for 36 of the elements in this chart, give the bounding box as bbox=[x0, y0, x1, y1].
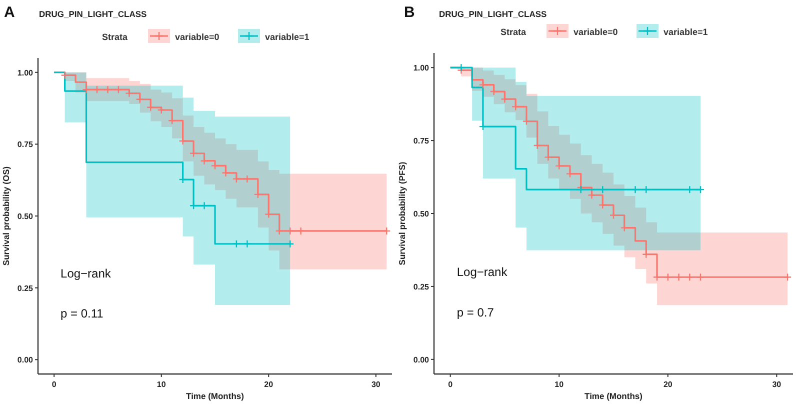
y-axis-title: Survival probability (OS) bbox=[1, 166, 11, 266]
y-tick-label: 0.50 bbox=[413, 210, 430, 218]
x-tick-label: 10 bbox=[554, 380, 564, 389]
y-tick-label: 0.50 bbox=[17, 212, 34, 221]
y-tick-label: 0.00 bbox=[413, 355, 430, 364]
legend-title: Strata bbox=[102, 32, 129, 42]
chart-title: DRUG_PIN_LIGHT_CLASS bbox=[439, 9, 548, 19]
x-tick-label: 30 bbox=[371, 380, 381, 389]
x-tick-label: 0 bbox=[448, 380, 454, 389]
legend-label: variable=1 bbox=[265, 32, 310, 42]
y-tick-label: 0.25 bbox=[17, 284, 34, 293]
y-tick-label: 0.25 bbox=[413, 282, 430, 292]
y-tick-label: 1.00 bbox=[413, 64, 430, 73]
annotation: p = 0.11 bbox=[60, 306, 104, 321]
annotation: Log−rank bbox=[60, 266, 112, 280]
text: B bbox=[404, 4, 415, 21]
legend-label: variable=1 bbox=[664, 27, 708, 37]
x-tick-label: 20 bbox=[663, 380, 673, 389]
y-tick-label: 0.00 bbox=[17, 356, 34, 365]
x-tick-label: 20 bbox=[264, 380, 274, 389]
y-tick-label: 0.75 bbox=[17, 140, 34, 150]
x-axis-title: Time (Months) bbox=[186, 391, 244, 401]
annotation: Log−rank bbox=[456, 264, 508, 279]
y-axis-title: Survival probability (PFS) bbox=[397, 162, 407, 266]
y-tick-label: 0.75 bbox=[413, 136, 430, 146]
legend-label: variable=0 bbox=[175, 32, 220, 42]
legend-title: Strata bbox=[500, 27, 528, 37]
annotation: p = 0.7 bbox=[456, 306, 494, 320]
legend-label: variable=0 bbox=[574, 27, 618, 37]
text: A bbox=[4, 4, 15, 21]
y-tick-label: 1.00 bbox=[17, 68, 34, 78]
x-axis-title: Time (Months) bbox=[584, 391, 643, 401]
x-tick-label: 30 bbox=[772, 380, 782, 389]
x-tick-label: 10 bbox=[156, 380, 166, 389]
x-tick-label: 0 bbox=[52, 380, 57, 389]
chart-title: DRUG_PIN_LIGHT_CLASS bbox=[39, 9, 148, 19]
